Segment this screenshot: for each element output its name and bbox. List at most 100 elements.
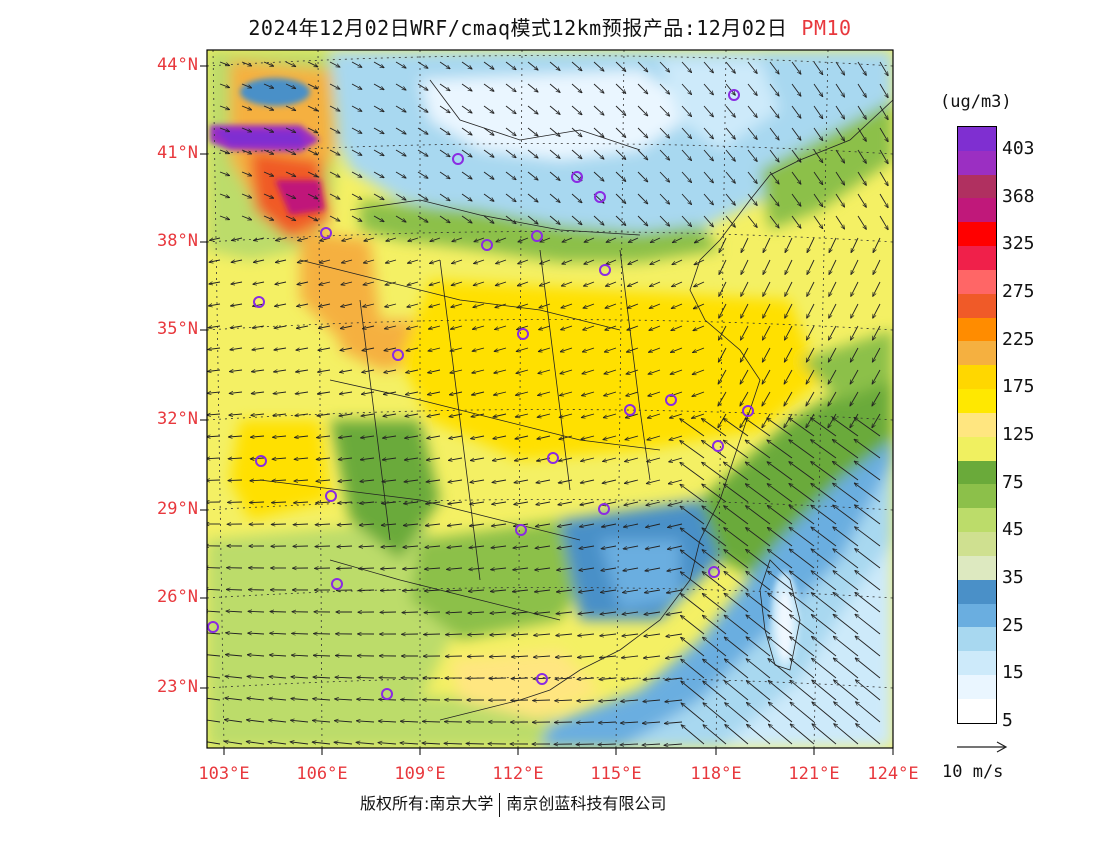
wind-arrow	[718, 391, 727, 406]
wind-arrow	[232, 238, 243, 240]
wind-arrow	[351, 105, 362, 111]
wind-arrow	[681, 105, 692, 117]
wind-arrow	[307, 171, 318, 177]
wind-arrow	[650, 237, 661, 243]
wind-arrow	[790, 680, 815, 701]
wind-arrow	[829, 325, 837, 340]
wind-arrow	[694, 281, 705, 287]
colorbar-label: 368	[1002, 185, 1035, 207]
wind-arrow	[534, 612, 551, 614]
wind-arrow	[425, 524, 441, 526]
wind-arrow	[669, 457, 683, 462]
wind-arrow	[429, 303, 441, 307]
wind-arrow	[452, 237, 463, 242]
wind-arrow	[659, 193, 670, 204]
wind-arrow	[724, 528, 749, 547]
wind-arrow	[646, 479, 661, 484]
wind-arrow	[312, 720, 331, 722]
wind-arrow	[285, 193, 296, 199]
wind-arrow	[623, 545, 639, 549]
wind-arrow	[312, 742, 331, 744]
wind-arrow	[495, 325, 507, 330]
wind-arrow	[746, 681, 771, 701]
wind-arrow	[319, 259, 331, 263]
wind-arrow	[835, 149, 845, 163]
wind-arrow	[671, 303, 683, 309]
lon-label-124: 124°E	[867, 764, 919, 784]
wind-arrow	[296, 348, 309, 350]
wind-arrow	[406, 347, 419, 351]
wind-arrow	[692, 413, 705, 418]
wind-arrow	[833, 593, 859, 613]
wind-arrow	[341, 281, 353, 285]
wind-arrow	[307, 61, 318, 67]
wind-arrow	[534, 634, 551, 635]
wind-arrow	[740, 369, 749, 384]
wind-arrow	[562, 237, 573, 242]
wind-arrow	[790, 658, 815, 679]
wind-arrow	[351, 127, 362, 133]
wind-arrow	[828, 391, 837, 406]
wind-arrow	[703, 215, 713, 227]
wind-arrow	[395, 215, 406, 222]
wind-arrow	[422, 743, 441, 744]
lat-label-35: 35°N	[157, 319, 198, 339]
wind-arrow	[785, 325, 793, 340]
wind-arrow	[231, 260, 243, 262]
wind-arrow	[626, 391, 639, 396]
wind-arrow	[395, 83, 406, 90]
wind-arrow	[219, 83, 230, 88]
wind-arrow	[318, 348, 331, 350]
wind-arrow	[319, 281, 331, 285]
wind-arrow	[225, 655, 243, 657]
wind-arrow	[358, 590, 375, 591]
wind-arrow	[791, 127, 801, 140]
wind-arrow	[807, 281, 815, 296]
wind-arrow	[298, 237, 309, 241]
wind-arrow	[747, 193, 757, 206]
wind-arrow	[807, 259, 815, 274]
wind-arrow	[383, 391, 397, 394]
wind-arrow	[680, 462, 705, 481]
wind-arrow	[401, 700, 419, 701]
wind-arrow	[571, 61, 582, 71]
wind-arrow	[439, 171, 450, 179]
wind-arrow	[318, 370, 331, 372]
wind-arrow	[461, 105, 472, 113]
lon-label-106: 106°E	[296, 764, 348, 784]
colorbar-label: 5	[1002, 710, 1013, 731]
wind-arrow	[473, 281, 485, 286]
wind-arrow	[359, 568, 375, 569]
wind-arrow	[649, 303, 661, 308]
wind-arrow	[703, 193, 713, 205]
wind-arrow	[724, 659, 749, 679]
wind-arrow	[360, 458, 375, 460]
wind-arrow	[593, 171, 604, 181]
wind-arrow	[659, 171, 670, 182]
wind-arrow	[291, 699, 309, 701]
wind-arrow	[483, 105, 494, 113]
wind-arrow	[857, 83, 866, 97]
wind-arrow	[496, 237, 507, 242]
wind-arrow	[741, 303, 749, 318]
wind-arrow	[693, 347, 705, 353]
wind-arrow	[581, 435, 595, 439]
colorbar-swatch	[958, 555, 996, 580]
wind-arrow	[855, 658, 881, 679]
wind-scale-label: 10 m/s	[942, 762, 1004, 782]
wind-arrow	[813, 61, 823, 75]
colorbar-label: 35	[1002, 566, 1024, 588]
wind-arrow	[681, 83, 692, 95]
wind-arrow	[285, 127, 296, 133]
wind-arrow	[667, 545, 683, 549]
wind-arrow	[645, 589, 661, 593]
wind-arrow	[648, 391, 661, 396]
wind-arrow	[263, 105, 274, 110]
wind-arrow	[254, 238, 265, 241]
wind-arrow	[527, 83, 538, 92]
wind-arrow	[873, 259, 881, 274]
wind-arrow	[275, 282, 287, 284]
wind-arrow	[746, 506, 771, 525]
wind-arrow	[724, 571, 749, 591]
wind-arrow	[571, 105, 582, 115]
